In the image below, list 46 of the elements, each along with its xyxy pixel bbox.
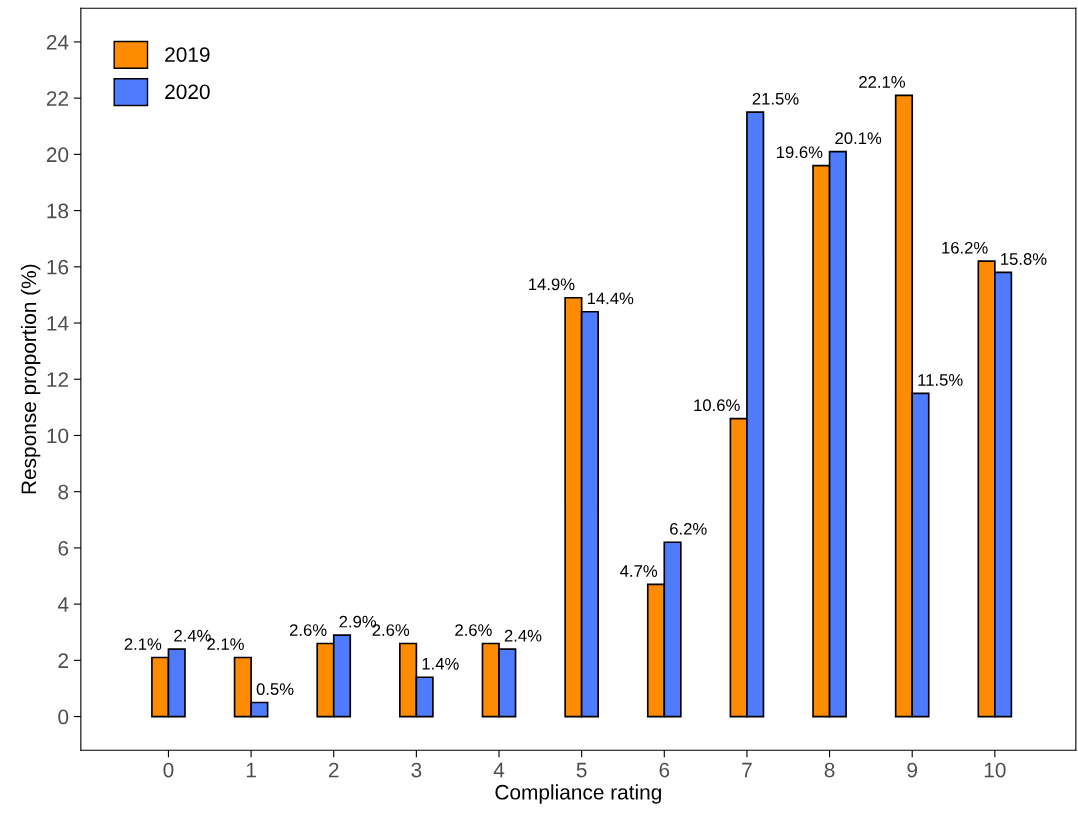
x-tick-label: 0 <box>163 762 174 778</box>
data-label: 4.7% <box>620 565 658 577</box>
data-label: 2.4% <box>504 629 542 642</box>
y-tick-label: 0 <box>58 709 69 725</box>
y-tick-label: 16 <box>47 259 69 275</box>
data-label: 2.6% <box>289 624 327 636</box>
x-tick-label: 7 <box>742 762 752 778</box>
y-tick-label: 12 <box>47 372 68 387</box>
data-label: 2.1% <box>124 638 162 650</box>
y-axis-title: Response proportion (%) <box>20 264 41 494</box>
x-tick-label: 5 <box>576 762 587 778</box>
data-label: 20.1% <box>835 132 882 145</box>
legend-label: 2019 <box>165 47 210 62</box>
data-label: 10.6% <box>694 399 740 412</box>
x-tick-label: 4 <box>493 762 505 778</box>
x-tick-label: 2 <box>328 762 339 778</box>
data-label: 19.6% <box>776 146 823 159</box>
data-label: 22.1% <box>859 76 906 88</box>
data-label: 21.5% <box>752 92 799 105</box>
data-label: 16.2% <box>942 241 988 254</box>
x-tick-label: 9 <box>907 762 918 778</box>
x-tick-label: 3 <box>411 762 422 778</box>
y-tick-label: 4 <box>57 597 69 612</box>
y-tick-label: 10 <box>47 428 69 444</box>
y-tick-label: 2 <box>58 653 68 668</box>
y-tick-label: 20 <box>46 147 69 163</box>
data-label: 11.5% <box>918 374 963 386</box>
y-tick-label: 18 <box>47 203 69 219</box>
y-tick-label: 8 <box>58 484 69 500</box>
x-tick-label: 1 <box>246 762 256 778</box>
x-tick-label: 8 <box>824 762 835 778</box>
y-tick-label: 6 <box>58 540 69 556</box>
data-label: 15.8% <box>1001 253 1047 265</box>
x-tick-label: 6 <box>659 762 670 778</box>
y-tick-label: 14 <box>47 316 69 331</box>
y-tick-label: 22 <box>46 91 68 106</box>
data-label: 2.6% <box>455 624 492 636</box>
legend-label: 2020 <box>165 84 210 100</box>
data-label: 14.9% <box>529 278 575 291</box>
data-label: 6.2% <box>670 522 707 535</box>
y-tick-label: 24 <box>46 34 69 50</box>
data-label: 14.4% <box>587 292 634 305</box>
data-label: 1.4% <box>422 657 459 670</box>
x-tick-label: 10 <box>984 762 1006 778</box>
x-axis-title: Compliance rating <box>495 784 661 804</box>
data-label: 0.5% <box>256 683 294 695</box>
